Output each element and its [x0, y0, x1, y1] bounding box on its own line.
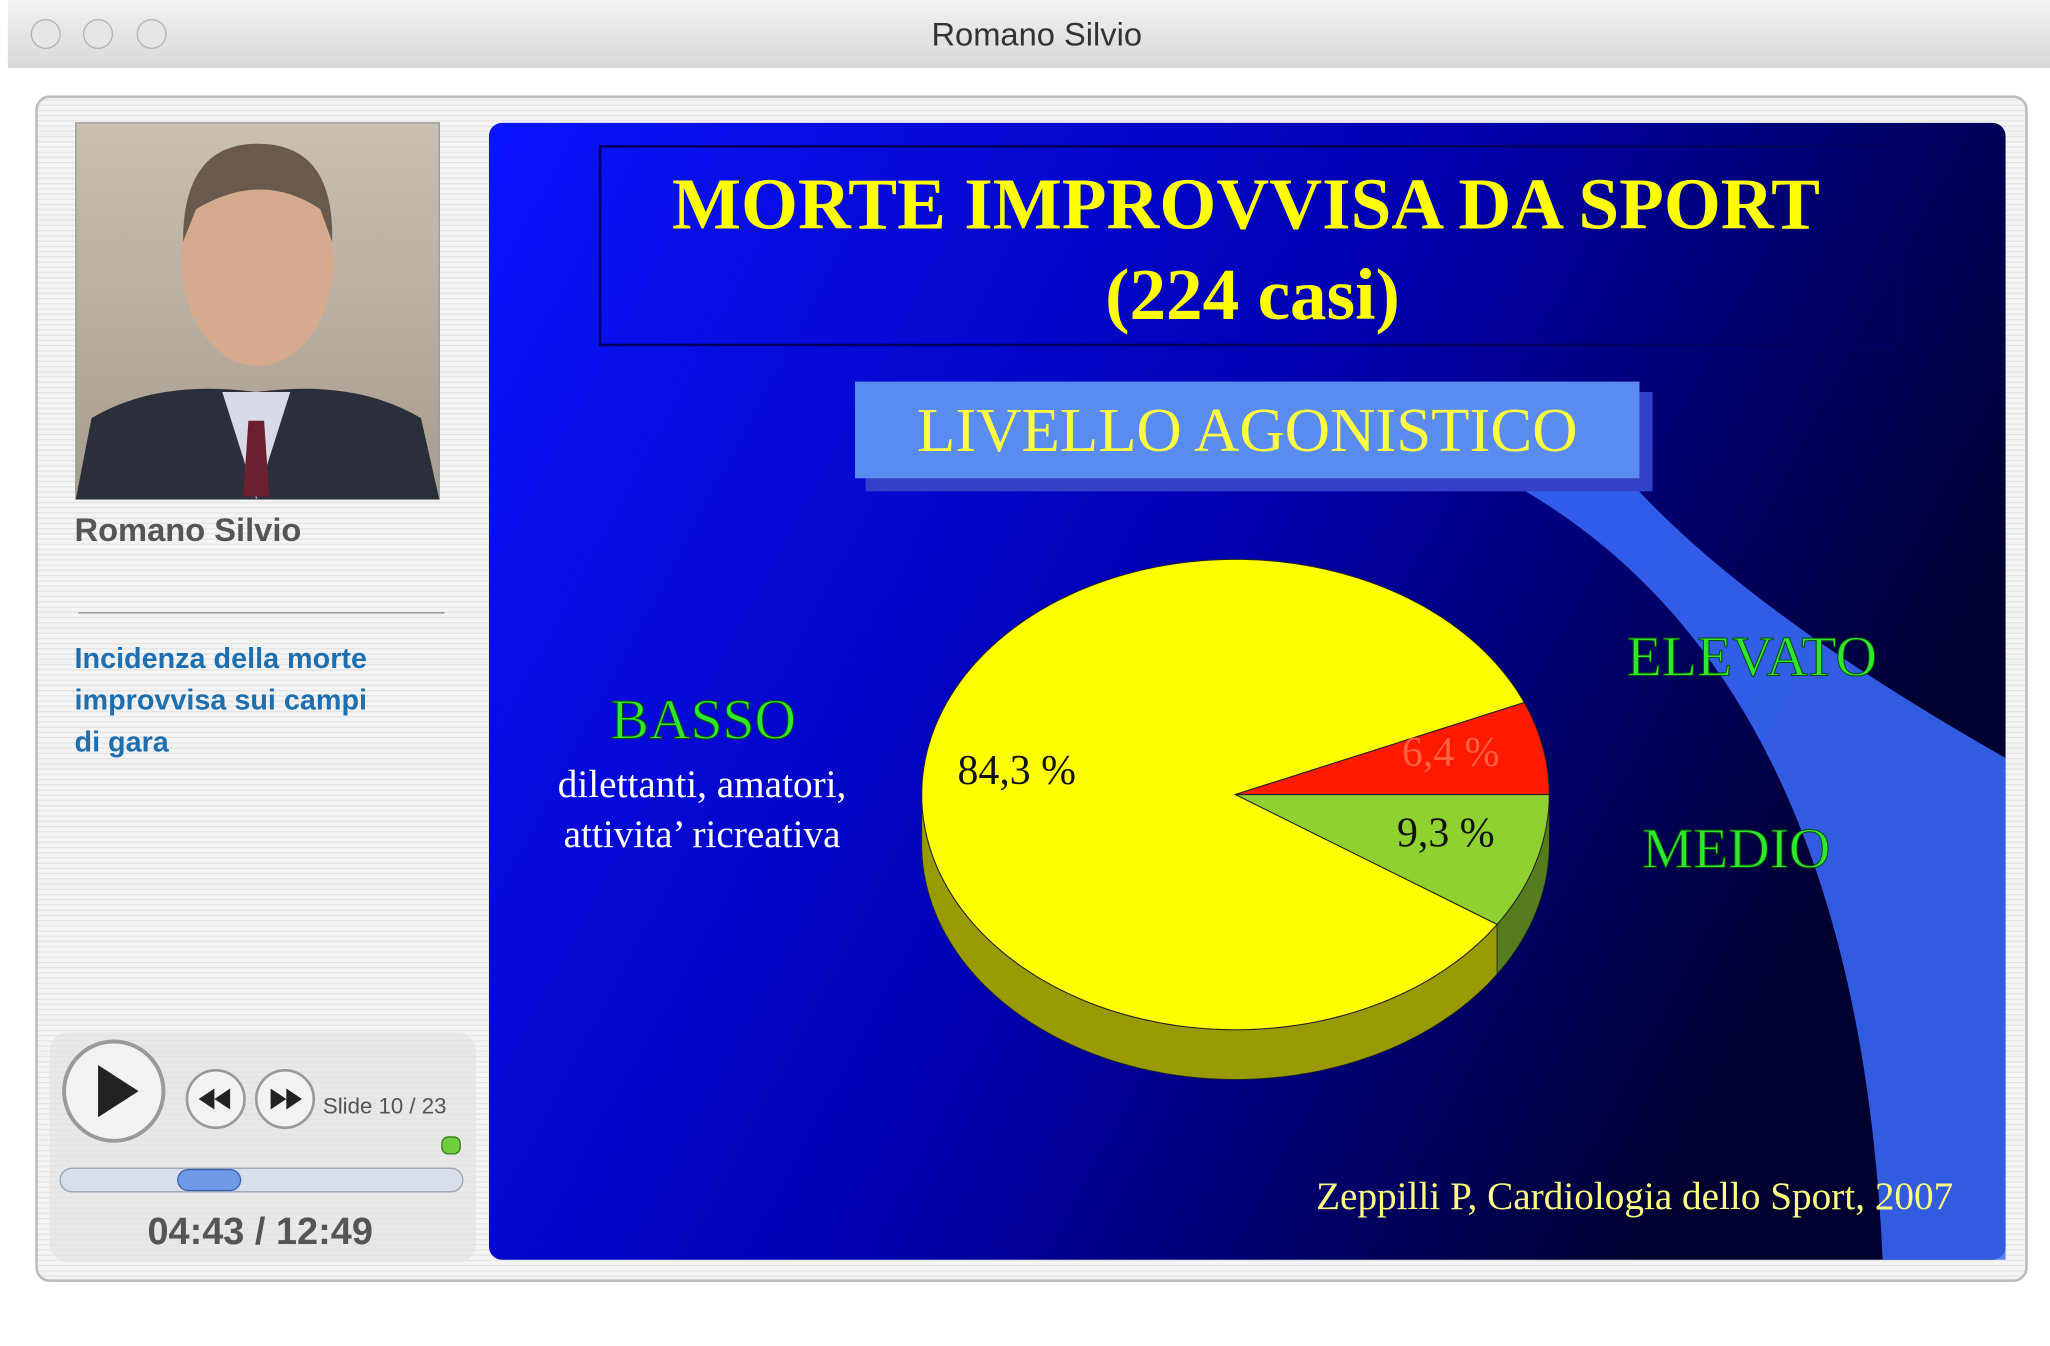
forward-icon [270, 1088, 303, 1110]
photo-tie [243, 420, 270, 497]
play-icon [98, 1065, 139, 1118]
zoom-button[interactable] [136, 18, 167, 50]
description-line: di gara [75, 726, 170, 758]
slide-swoosh [1516, 486, 2006, 1260]
description-line: improvvisa sui campi [75, 685, 367, 717]
title-bar [7, 0, 2050, 68]
category-label: ELEVATO [1627, 626, 1877, 689]
value-label: 9,3 % [1397, 810, 1495, 856]
progress-bar[interactable] [59, 1167, 464, 1193]
pie-slice [1235, 794, 1550, 926]
pie-slice [921, 558, 1526, 1031]
basso-note: attivita’ ricreativa [564, 813, 841, 856]
time-display: 04:43 / 12:49 [147, 1211, 372, 1253]
heading-box [855, 381, 1640, 479]
close-button[interactable] [30, 18, 61, 50]
slide-source: Zeppilli P, Cardiologia dello Sport, 200… [1316, 1175, 1953, 1218]
category-label: BASSO [611, 688, 796, 751]
presenter-name: Romano Silvio [75, 511, 302, 548]
category-label: MEDIO [1642, 818, 1830, 881]
slide-heading: LIVELLO AGONISTICO [917, 395, 1578, 465]
value-label: 6,4 % [1402, 730, 1500, 776]
slide-counter: Slide 10 / 23 [323, 1093, 447, 1118]
title-box [598, 145, 1899, 347]
value-label: 84,3 % [958, 748, 1076, 794]
slide-subtitle: (224 casi) [1105, 254, 1400, 335]
description-line: Incidenza della morte [75, 643, 367, 675]
photo-hair [183, 143, 333, 242]
pie-slice [1235, 701, 1550, 796]
basso-note: dilettanti, amatori, [558, 763, 847, 806]
rewind-icon [198, 1088, 231, 1110]
window-title: Romano Silvio [931, 16, 1142, 53]
slide-title: MORTE IMPROVVISA DA SPORT [672, 164, 1820, 245]
status-light [441, 1136, 461, 1155]
photo-face [181, 156, 334, 366]
minimize-button[interactable] [83, 18, 114, 50]
progress-knob[interactable] [177, 1168, 242, 1192]
